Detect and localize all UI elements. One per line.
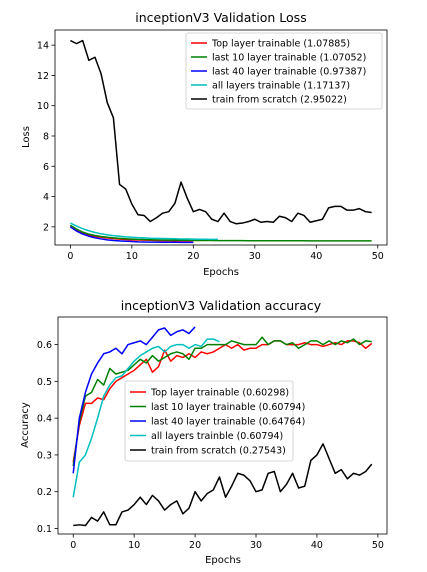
accuracy-xtick-label: 20	[189, 540, 201, 551]
accuracy-legend-entry-2: last 40 layer trainable (0.64764)	[151, 417, 305, 428]
loss-xtick-label: 50	[372, 251, 384, 262]
accuracy-axes-frame	[57, 316, 388, 535]
accuracy-chart: inceptionV3 Validation accuracy Epochs A…	[20, 298, 388, 566]
loss-legend-entry-4: train from scratch (2.95022)	[212, 95, 347, 106]
accuracy-chart-title: inceptionV3 Validation accuracy	[121, 298, 322, 313]
loss-xtick-label: 40	[310, 251, 322, 262]
accuracy-xtick-label: 50	[372, 540, 384, 551]
accuracy-ytick-label: 0.3	[37, 450, 52, 461]
loss-legend-entry-1: last 10 layer trainable (1.07052)	[212, 53, 366, 64]
accuracy-ytick-label: 0.4	[37, 414, 52, 425]
loss-series-line-4	[70, 39, 372, 225]
accuracy-ytick-label: 0.2	[37, 487, 52, 498]
accuracy-chart-ylabel: Accuracy	[20, 402, 31, 448]
loss-chart-xlabel: Epochs	[203, 267, 239, 278]
accuracy-xtick-label: 0	[70, 540, 76, 551]
loss-chart-ylabel: Loss	[21, 126, 32, 148]
loss-xtick-label: 0	[67, 251, 73, 262]
loss-ytick-label: 6	[43, 162, 49, 173]
accuracy-xtick-label: 10	[128, 540, 140, 551]
loss-legend-entry-3: all layers trainable (1.17137)	[212, 81, 350, 92]
accuracy-ytick-label: 0.5	[37, 377, 52, 388]
loss-legend-entry-2: last 40 layer trainable (0.97387)	[212, 67, 366, 78]
accuracy-series-line-2	[72, 326, 196, 474]
loss-chart: inceptionV3 Validation Loss Epochs Loss …	[21, 10, 388, 278]
accuracy-ytick-label: 0.1	[37, 524, 52, 535]
loss-legend-box	[185, 32, 383, 110]
accuracy-legend-entry-4: train from scratch (0.27543)	[151, 446, 286, 457]
accuracy-legend-entry-1: last 10 layer trainable (0.60794)	[151, 402, 305, 413]
loss-xtick-label: 30	[249, 251, 261, 262]
loss-chart-title: inceptionV3 Validation Loss	[135, 10, 306, 25]
loss-ytick-label: 12	[37, 71, 49, 82]
loss-legend-entry-0: Top layer trainable (1.07885)	[211, 39, 350, 50]
accuracy-series-line-3	[72, 338, 220, 498]
accuracy-chart-xlabel: Epochs	[205, 555, 241, 566]
loss-series-line-1	[69, 224, 372, 242]
loss-axes-frame	[54, 29, 388, 246]
accuracy-legend-box	[124, 380, 294, 462]
loss-ytick-label: 2	[43, 222, 49, 233]
loss-ytick-label: 8	[43, 131, 49, 142]
accuracy-series-line-1	[72, 336, 372, 467]
loss-series-line-2	[69, 226, 194, 244]
accuracy-series-line-0	[72, 340, 373, 463]
loss-ytick-label: 14	[37, 41, 49, 52]
accuracy-legend-entry-3: all layers trainble (0.60794)	[151, 431, 283, 442]
loss-xtick-label: 20	[187, 251, 199, 262]
loss-series-line-3	[70, 222, 218, 241]
loss-xtick-label: 10	[126, 251, 138, 262]
accuracy-series-line-4	[73, 443, 373, 527]
accuracy-legend-entry-0: Top layer trainable (0.60298)	[150, 388, 289, 399]
accuracy-xtick-label: 30	[250, 540, 262, 551]
accuracy-xtick-label: 40	[311, 540, 323, 551]
loss-ytick-label: 10	[37, 101, 49, 112]
loss-ytick-label: 4	[43, 192, 49, 203]
accuracy-ytick-label: 0.6	[37, 340, 52, 351]
